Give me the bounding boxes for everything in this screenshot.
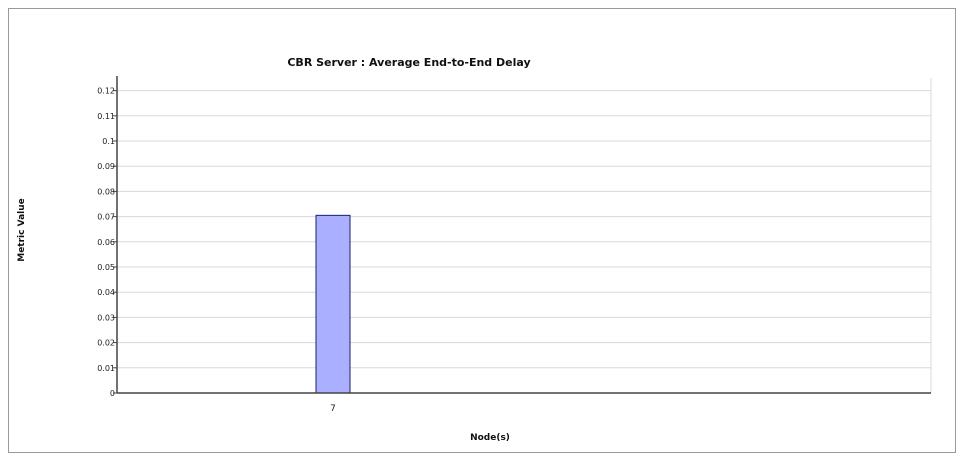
y-tick-label: 0 — [110, 389, 115, 398]
x-tick-label: 7 — [330, 404, 336, 414]
bar — [315, 214, 351, 394]
y-tick-label: 0.06 — [97, 238, 115, 247]
y-tick-label: 0.09 — [97, 162, 115, 171]
axes — [116, 76, 931, 394]
x-tick-labels: 7 — [330, 404, 336, 414]
y-tick-label: 0.04 — [97, 288, 115, 297]
chart-frame — [8, 8, 956, 453]
x-axis-label: Node(s) — [470, 433, 510, 443]
chart-title: CBR Server : Average End-to-End Delay — [287, 56, 530, 69]
y-axis-label: Metric Value — [17, 198, 27, 262]
grid-lines — [117, 78, 932, 393]
y-tick-labels: 0 0.01 0.02 0.03 0.04 0.05 0.06 0.07 0.08 0.09 0.1… — [97, 87, 117, 398]
y-tick-label: 0.02 — [97, 339, 115, 348]
y-tick-label: 0.12 — [97, 87, 115, 96]
y-tick-label: 0.1 — [102, 137, 115, 146]
y-tick-label: 0.03 — [97, 313, 115, 322]
y-tick-label: 0.05 — [97, 263, 115, 272]
y-tick-label: 0.11 — [97, 112, 115, 121]
y-tick-label: 0.01 — [97, 364, 115, 373]
bars — [315, 214, 351, 394]
y-tick-label: 0.08 — [97, 187, 115, 196]
y-tick-label: 0.07 — [97, 213, 115, 222]
